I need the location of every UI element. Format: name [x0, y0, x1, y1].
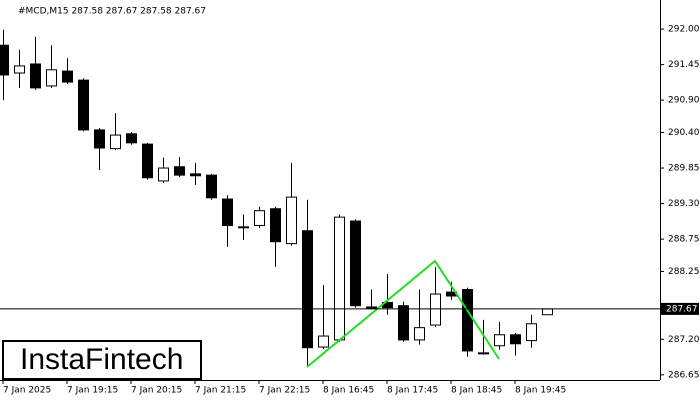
x-tick-label: 7 Jan 20:15 [131, 386, 182, 396]
y-tick-label: 288.25 [668, 267, 700, 277]
candle-body [142, 143, 153, 179]
y-tick-label: 287.20 [668, 335, 700, 345]
candle-body [174, 166, 185, 176]
last-price-label: 287.67 [666, 304, 698, 314]
candle-body [110, 134, 121, 150]
candle-body [14, 65, 25, 74]
candle-body [0, 44, 9, 76]
candle-body [30, 63, 41, 89]
y-tick-label: 290.40 [668, 128, 700, 138]
x-tick-label: 7 Jan 21:15 [195, 386, 246, 396]
pattern-line [306, 259, 500, 368]
y-tick-label: 286.65 [668, 370, 700, 380]
candle-body [510, 334, 521, 345]
y-tick-label: 289.85 [668, 164, 700, 174]
candle-body [366, 306, 377, 309]
candle-body [430, 293, 441, 326]
candle-body [94, 129, 105, 149]
y-tick-label: 292.00 [668, 25, 700, 35]
candle-body [286, 196, 297, 245]
last-price-box [661, 302, 699, 315]
x-tick-label: 7 Jan 19:15 [67, 386, 118, 396]
candle-body [334, 216, 345, 341]
candle-body [318, 335, 329, 348]
y-tick-label: 291.45 [668, 60, 700, 70]
candle-body [526, 323, 537, 342]
candle-body [222, 198, 233, 227]
candle-body [206, 174, 217, 199]
candle-body [494, 334, 505, 347]
candle-body [350, 220, 361, 307]
candle-body [462, 289, 473, 352]
x-tick-label: 8 Jan 16:45 [323, 386, 374, 396]
chart-title: #MCD,M15 287.58 287.67 287.58 287.67 [18, 7, 206, 17]
y-tick-label: 288.75 [668, 235, 700, 245]
x-tick-label: 8 Jan 19:45 [515, 386, 566, 396]
candle-body [62, 70, 73, 83]
candle-body [414, 327, 425, 341]
candle-body [238, 226, 249, 229]
watermark-box [2, 340, 202, 380]
x-tick-label: 7 Jan 2025 [3, 386, 51, 396]
candle-body [270, 208, 281, 243]
watermark: InstaFintech [20, 343, 183, 376]
candle-body [478, 352, 489, 355]
candle-body [398, 305, 409, 341]
candle-body [158, 167, 169, 182]
candle-body [78, 79, 89, 131]
x-tick-label: 8 Jan 17:45 [387, 386, 438, 396]
candle-body [254, 210, 265, 227]
x-tick-label: 8 Jan 18:45 [451, 386, 502, 396]
candle-body [542, 308, 553, 316]
y-tick-label: 290.90 [668, 96, 700, 106]
candle-body [46, 69, 57, 87]
candle-body [126, 133, 137, 144]
y-tick-label: 289.30 [668, 199, 700, 209]
x-tick-label: 7 Jan 22:15 [259, 386, 310, 396]
candle-body [302, 230, 313, 349]
candle-body [190, 173, 201, 177]
